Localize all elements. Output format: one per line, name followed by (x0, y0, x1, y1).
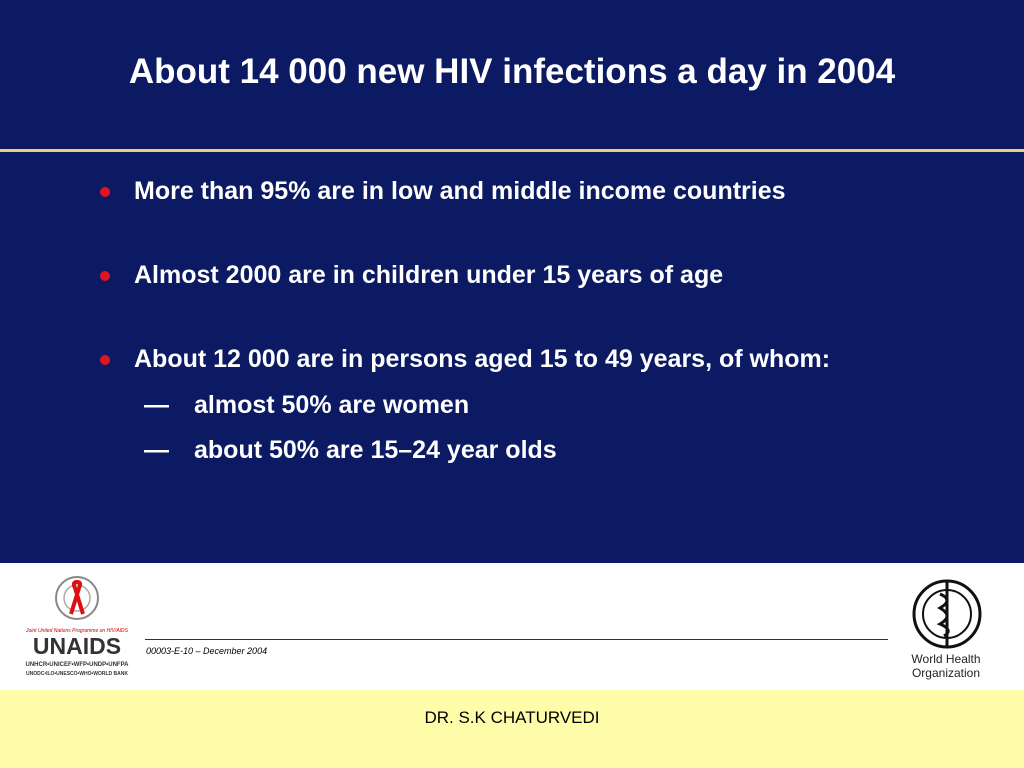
un-emblem (55, 576, 99, 620)
bullet: Almost 2000 are in children under 15 yea… (100, 252, 914, 299)
slide-code: 00003-E-10 – December 2004 (146, 646, 268, 656)
sub-bullet-text: about 50% are 15–24 year olds (194, 436, 557, 464)
unaids-name: UNAIDS (33, 633, 121, 659)
bullet-text: About 12 000 are in persons aged 15 to 4… (134, 345, 831, 373)
sub-marker: — (144, 391, 169, 419)
bullet: About 12 000 are in persons aged 15 to 4… (100, 336, 914, 473)
bullet: More than 95% are in low and middle inco… (100, 168, 914, 215)
slide-title: About 14 000 new HIV infections a day in… (128, 52, 896, 91)
title-area (0, 0, 1024, 563)
divider (0, 149, 1024, 152)
sub-bullet: — about 50% are 15–24 year olds (134, 427, 914, 473)
un-emblem-inner (63, 584, 91, 612)
bullet-dot (100, 355, 110, 365)
sub-bullet-text: almost 50% are women (194, 391, 470, 419)
unaids-logo: Joint United Nations Programme on HIV/AI… (25, 576, 130, 677)
unaids-tagline: Joint United Nations Programme on HIV/AI… (25, 628, 129, 634)
bullet-dot (100, 187, 110, 197)
bullet-text: Almost 2000 are in children under 15 yea… (134, 261, 724, 289)
sub-marker: — (144, 436, 169, 464)
author: DR. S.K CHATURVEDI (424, 708, 600, 727)
unaids-line2: UNODC•ILO•UNESCO•WHO•WORLD BANK (26, 671, 128, 677)
red-ribbon (69, 579, 85, 615)
footer-rule (145, 639, 888, 640)
sub-bullet: — almost 50% are women (134, 382, 914, 428)
who-logo: World Health Organization (911, 579, 982, 680)
who-line2: Organization (912, 666, 980, 680)
who-serpent (936, 592, 950, 638)
bullet-list: More than 95% are in low and middle inco… (100, 168, 914, 510)
who-line1: World Health (911, 652, 980, 666)
bullet-text: More than 95% are in low and middle inco… (134, 177, 786, 205)
footer-band (0, 563, 1024, 690)
unaids-line1: UNHCR•UNICEF•WFP•UNDP•UNFPA (26, 662, 130, 668)
bullet-dot (100, 271, 110, 281)
